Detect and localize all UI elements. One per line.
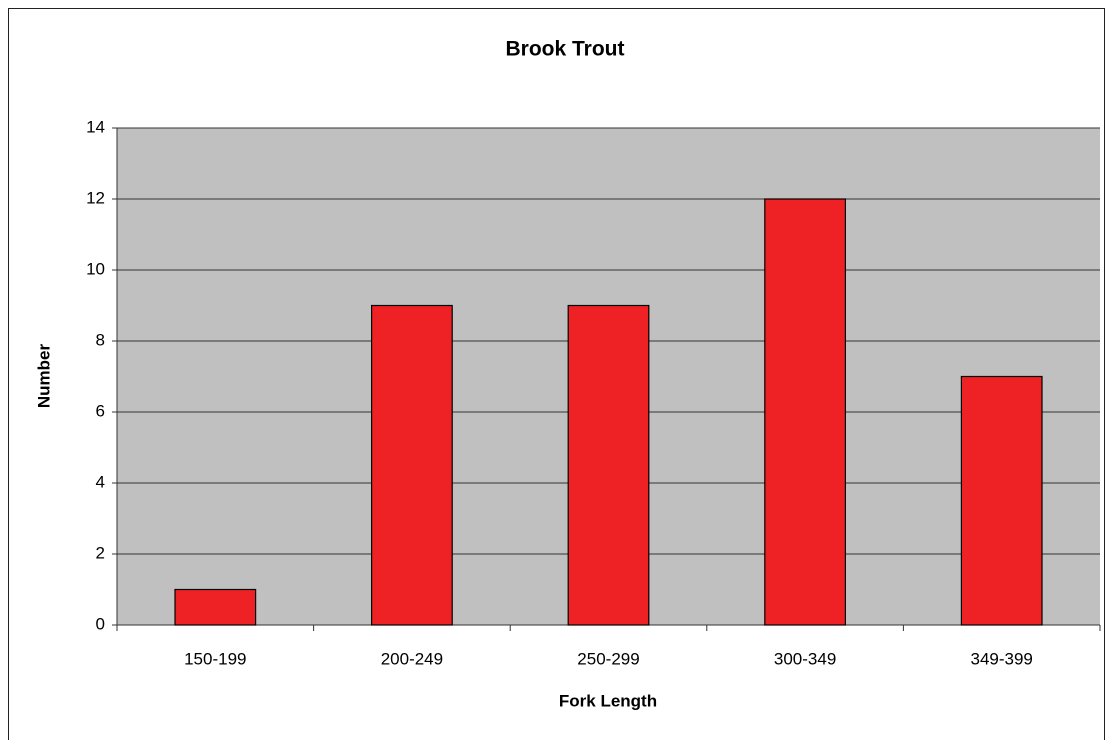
y-tick-label: 6 bbox=[96, 401, 105, 420]
bar bbox=[370, 304, 453, 626]
bar bbox=[764, 198, 847, 626]
bar bbox=[174, 588, 257, 626]
y-tick-label: 8 bbox=[96, 330, 105, 349]
bar bbox=[567, 304, 650, 626]
x-tick-label: 250-299 bbox=[577, 649, 639, 668]
y-tick-label: 12 bbox=[86, 188, 105, 207]
y-tick-label: 2 bbox=[96, 543, 105, 562]
y-tick-label: 10 bbox=[86, 259, 105, 278]
y-axis-label: Number bbox=[34, 344, 53, 409]
chart-title: Brook Trout bbox=[506, 38, 625, 61]
x-tick-label: 349-399 bbox=[971, 649, 1033, 668]
y-tick-label: 0 bbox=[96, 614, 105, 633]
y-tick-label: 14 bbox=[86, 117, 105, 136]
x-tick-label: 200-249 bbox=[381, 649, 443, 668]
x-tick-label: 150-199 bbox=[184, 649, 246, 668]
bar bbox=[960, 375, 1043, 626]
x-tick-label: 300-349 bbox=[774, 649, 836, 668]
x-axis-label: Fork Length bbox=[559, 691, 657, 710]
y-tick-label: 4 bbox=[96, 472, 105, 491]
